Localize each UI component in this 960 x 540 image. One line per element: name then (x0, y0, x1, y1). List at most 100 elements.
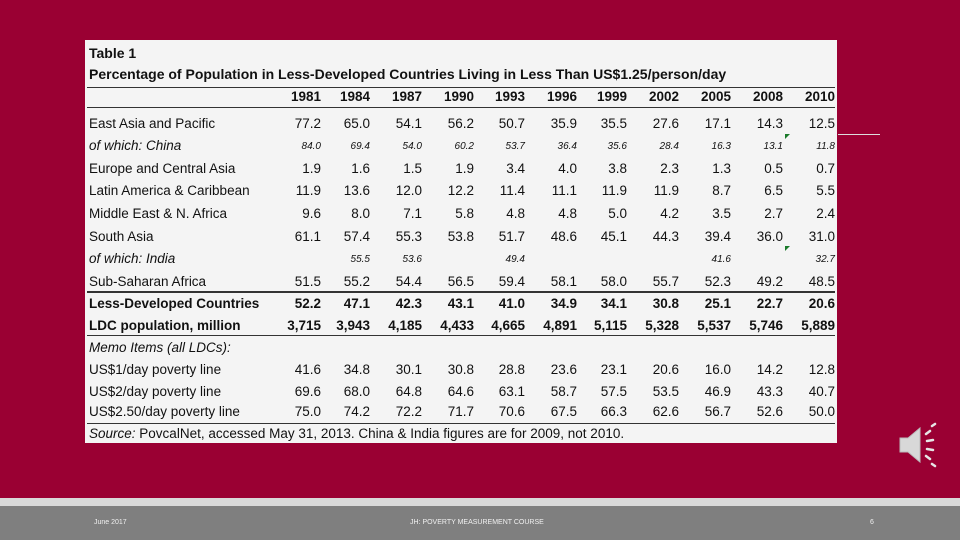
memo-cell: 16.0 (704, 362, 731, 377)
memo-cell: 41.6 (294, 362, 321, 377)
table-cell: 5.0 (608, 206, 627, 221)
row-label: LDC population, million (89, 318, 241, 333)
memo-cell: 70.6 (498, 404, 525, 419)
table-cell: 16.3 (711, 141, 731, 152)
memo-cell: 58.7 (550, 384, 577, 399)
memo-cell: 64.6 (447, 384, 474, 399)
memo-cell: 69.6 (294, 384, 321, 399)
slide: Table 1 Percentage of Population in Less… (85, 40, 946, 470)
table-cell: 30.8 (652, 296, 679, 311)
table-cell: 55.2 (343, 274, 370, 289)
rule-header (87, 107, 835, 108)
memo-cell: 56.7 (704, 404, 731, 419)
table-cell: 5,889 (801, 318, 835, 333)
table-cell: 65.0 (343, 116, 370, 131)
table-cell: 5,328 (645, 318, 679, 333)
memo-cell: 46.9 (704, 384, 731, 399)
table-cell: 3.8 (608, 161, 627, 176)
table-cell: 31.0 (808, 229, 835, 244)
memo-cell: 30.1 (395, 362, 422, 377)
table-cell: 3.4 (506, 161, 525, 176)
footer: June 2017 JH: POVERTY MEASUREMENT COURSE… (0, 498, 960, 540)
table-cell: 51.5 (294, 274, 321, 289)
table-cell: 1.9 (302, 161, 321, 176)
footer-course: JH: POVERTY MEASUREMENT COURSE (410, 519, 544, 526)
speaker-icon[interactable] (896, 420, 946, 470)
table-cell: 60.2 (454, 141, 474, 152)
memo-cell: 53.5 (652, 384, 679, 399)
memo-cell: 66.3 (600, 404, 627, 419)
memo-cell: 68.0 (343, 384, 370, 399)
table-cell: 1.6 (351, 161, 370, 176)
table-cell: 5.5 (816, 183, 835, 198)
source-text: PovcalNet, accessed May 31, 2013. China … (139, 426, 625, 441)
table-cell: 51.7 (498, 229, 525, 244)
table-subtitle: Percentage of Population in Less-Develop… (89, 66, 727, 82)
source-note: Source: PovcalNet, accessed May 31, 2013… (89, 426, 624, 441)
table-cell: 7.1 (403, 206, 422, 221)
memo-cell: 63.1 (498, 384, 525, 399)
source-label: Source: (89, 426, 136, 441)
marker-east-asia (785, 134, 790, 139)
table-cell: 2.3 (660, 161, 679, 176)
table-title: Table 1 (89, 45, 137, 61)
side-line (838, 134, 880, 135)
table-cell: 55.7 (652, 274, 679, 289)
table-panel: Table 1 Percentage of Population in Less… (85, 40, 837, 443)
table-cell: 55.3 (395, 229, 422, 244)
memo-cell: 12.8 (808, 362, 835, 377)
row-label: East Asia and Pacific (89, 116, 216, 131)
table-cell: 35.5 (600, 116, 627, 131)
rule-memo (87, 335, 835, 336)
table-cell: 3,943 (336, 318, 370, 333)
table-cell: 53.6 (402, 254, 422, 265)
table-cell: 12.5 (808, 116, 835, 131)
table-cell: 11.9 (601, 183, 627, 198)
table-cell: 4.0 (558, 161, 577, 176)
table-cell: 58.0 (600, 274, 627, 289)
memo-cell: 57.5 (600, 384, 627, 399)
table-cell: 22.7 (756, 296, 783, 311)
memo-row-label: US$1/day poverty line (89, 362, 222, 377)
table-cell: 8.7 (712, 183, 731, 198)
table-cell: 11.1 (551, 183, 577, 198)
table-cell: 9.6 (302, 206, 321, 221)
year-header: 1987 (391, 89, 422, 104)
table-cell: 53.8 (447, 229, 474, 244)
table-cell: 11.9 (295, 183, 321, 198)
row-label: Latin America & Caribbean (89, 183, 250, 198)
row-label: Europe and Central Asia (89, 161, 236, 176)
memo-cell: 23.6 (550, 362, 577, 377)
memo-cell: 74.2 (343, 404, 370, 419)
memo-cell: 40.7 (808, 384, 835, 399)
table-cell: 42.3 (395, 296, 422, 311)
table-cell: 13.1 (763, 141, 783, 152)
table-cell: 4.2 (660, 206, 679, 221)
table-cell: 0.7 (816, 161, 835, 176)
table-cell: 1.3 (712, 161, 731, 176)
table-cell: 1.5 (403, 161, 422, 176)
table-cell: 4,891 (543, 318, 577, 333)
year-header: 1981 (290, 89, 321, 104)
table-cell: 12.0 (395, 183, 422, 198)
table-cell: 35.6 (607, 141, 627, 152)
table-cell: 48.5 (808, 274, 835, 289)
memo-cell: 34.8 (343, 362, 370, 377)
year-header: 1999 (596, 89, 627, 104)
table-cell: 6.5 (764, 183, 783, 198)
row-label: Less-Developed Countries (89, 296, 260, 311)
row-label: Middle East & N. Africa (89, 206, 228, 221)
table-cell: 39.4 (704, 229, 731, 244)
memo-cell: 67.5 (550, 404, 577, 419)
year-header: 2008 (752, 89, 783, 104)
table-cell: 52.3 (704, 274, 731, 289)
memo-cell: 30.8 (447, 362, 474, 377)
page-number: 6 (870, 519, 874, 526)
memo-row-label: US$2.50/day poverty line (89, 404, 240, 419)
table-cell: 49.4 (505, 254, 525, 265)
table-cell: 4,433 (440, 318, 474, 333)
memo-cell: 75.0 (294, 404, 321, 419)
memo-cell: 23.1 (600, 362, 627, 377)
row-label: of which: China (89, 138, 182, 153)
table-cell: 11.4 (499, 183, 525, 198)
